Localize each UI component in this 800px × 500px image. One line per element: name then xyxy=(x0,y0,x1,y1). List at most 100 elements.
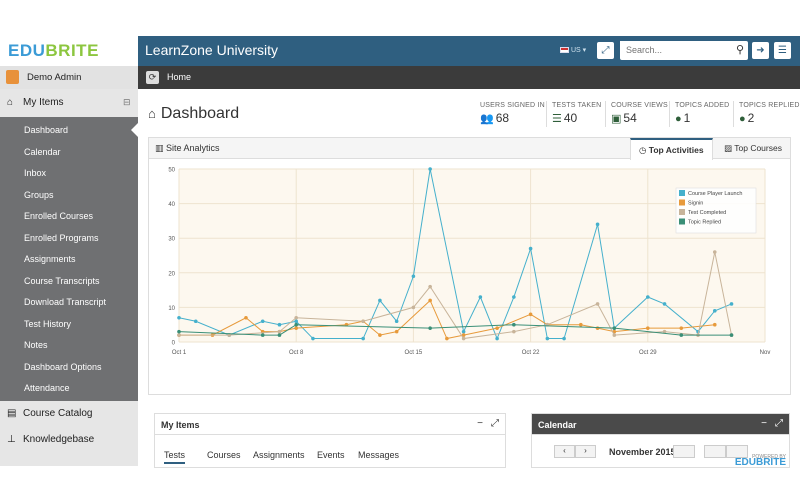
sidebar-item-dashboard-options[interactable]: Dashboard Options xyxy=(24,361,102,372)
breadcrumb-home[interactable]: Home xyxy=(167,72,192,82)
legend-swatch xyxy=(679,209,685,215)
sidebar-item-attendance[interactable]: Attendance xyxy=(24,383,70,393)
stat-value: 2 xyxy=(747,111,755,125)
tab-label: Top Activities xyxy=(648,145,704,155)
user-bar[interactable]: Demo Admin xyxy=(0,66,138,89)
refresh-icon[interactable]: ⟳ xyxy=(146,71,159,84)
data-point xyxy=(712,309,717,313)
stat-topics-added: TOPICS ADDED ● 1 xyxy=(675,102,729,125)
users-icon: 👥 xyxy=(480,113,494,125)
data-point xyxy=(411,274,416,279)
y-tick-label: 0 xyxy=(172,341,176,347)
calendar-view-button[interactable] xyxy=(673,445,695,458)
stat-value: 68 xyxy=(495,111,510,125)
search-box: ⚲ xyxy=(620,41,748,60)
my-items-panel: My Items − ⤢ Tests Courses Assignments E… xyxy=(154,413,506,468)
sidebar-item-calendar[interactable]: Calendar xyxy=(24,146,61,157)
expand-icon[interactable]: ⤢ xyxy=(491,418,499,429)
calendar-view-button[interactable] xyxy=(704,445,726,458)
stat-value-row: ● 1 xyxy=(675,111,729,125)
logout-button[interactable]: ➜ xyxy=(752,42,769,59)
data-point xyxy=(277,322,282,327)
fullscreen-button[interactable]: ⤢ xyxy=(597,42,614,59)
stat-label: TOPICS ADDED xyxy=(675,102,730,109)
home-icon: ⌂ xyxy=(7,97,14,108)
collapse-icon[interactable]: ⊟ xyxy=(123,97,131,107)
expand-icon[interactable]: ⤢ xyxy=(775,418,783,429)
data-point xyxy=(411,305,416,310)
sidebar-item-knowledgebase[interactable]: ⊥ Knowledgebase xyxy=(0,427,138,466)
data-point xyxy=(729,333,734,337)
calendar-view-button[interactable] xyxy=(726,445,748,458)
plot-area xyxy=(179,169,765,342)
panel-title: Calendar xyxy=(538,420,577,430)
sidebar-item-course-catalog[interactable]: ▤ Course Catalog xyxy=(0,401,138,427)
tab-events[interactable]: Events xyxy=(317,450,345,460)
sidebar-item-enrolled-courses[interactable]: Enrolled Courses xyxy=(24,211,94,221)
sidebar: ⌂ My Items ⊟ Dashboard Calendar Inbox Group… xyxy=(0,89,138,466)
minimize-icon[interactable]: − xyxy=(477,418,483,429)
chevron-right-icon: › xyxy=(584,446,587,455)
tab-courses[interactable]: Courses xyxy=(207,450,241,460)
sidebar-item-notes[interactable]: Notes xyxy=(24,340,48,350)
search-icon[interactable]: ⚲ xyxy=(735,44,744,56)
calendar-next-button[interactable]: › xyxy=(575,445,596,458)
stat-value: 54 xyxy=(623,111,637,125)
data-point xyxy=(528,312,533,317)
data-point xyxy=(378,298,382,303)
stat-value: 40 xyxy=(563,111,578,125)
menu-button[interactable]: ☰ xyxy=(774,42,791,59)
sidebar-item-download-transcript[interactable]: Download Transcript xyxy=(24,297,107,307)
data-point xyxy=(545,336,550,341)
data-point xyxy=(193,319,198,324)
data-point xyxy=(646,326,650,330)
legend-label: Signin xyxy=(688,201,703,207)
tab-top-activities[interactable]: ◷ Top Activities xyxy=(630,138,713,160)
sidebar-item-inbox[interactable]: Inbox xyxy=(24,168,47,178)
data-point xyxy=(562,336,566,341)
avatar xyxy=(6,70,19,84)
minimize-icon[interactable]: − xyxy=(761,418,767,429)
data-point xyxy=(428,284,432,289)
data-point xyxy=(712,322,717,327)
data-point xyxy=(260,333,265,337)
data-point xyxy=(461,333,466,337)
edubrite-logo[interactable]: EDUBRITE xyxy=(0,36,138,66)
panel-header: My Items − ⤢ xyxy=(155,414,505,435)
locale-selector[interactable]: US ▾ xyxy=(560,46,586,54)
sidebar-item-enrolled-programs[interactable]: Enrolled Programs xyxy=(24,232,99,243)
stat-value-row: 👥 68 xyxy=(480,111,545,125)
sidebar-item-label: Knowledgebase xyxy=(23,434,95,445)
main-content: ⌂ Dashboard USERS SIGNED IN 👥 68 TESTS TAKEN… xyxy=(138,89,800,468)
data-point xyxy=(679,326,684,330)
panel-title: ▥ Site Analytics xyxy=(155,143,220,154)
tab-top-courses[interactable]: ▨ Top Courses xyxy=(716,138,790,159)
search-input[interactable] xyxy=(620,41,726,58)
sidebar-item-groups[interactable]: Groups xyxy=(24,189,54,200)
data-point xyxy=(177,333,181,337)
data-point xyxy=(294,319,298,324)
stat-label: USERS SIGNED IN xyxy=(480,102,545,109)
sidebar-section-my-items[interactable]: ⌂ My Items ⊟ xyxy=(0,89,138,117)
calendar-prev-button[interactable]: ‹ xyxy=(554,445,575,458)
sidebar-item-dashboard[interactable]: Dashboard xyxy=(24,125,69,135)
list-icon: ☰ xyxy=(552,113,562,125)
sidebar-item-test-history[interactable]: Test History xyxy=(24,318,72,329)
data-point xyxy=(646,295,650,299)
powered-by-edubrite[interactable]: POWERED BY EDUBRITE xyxy=(735,454,786,468)
sidebar-item-assignments[interactable]: Assignments xyxy=(24,254,76,264)
stat-label: COURSE VIEWS xyxy=(611,102,668,109)
tab-assignments[interactable]: Assignments xyxy=(253,450,305,460)
legend-label: Test Completed xyxy=(688,210,726,216)
home-icon: ⌂ xyxy=(148,106,156,121)
data-point xyxy=(512,322,516,327)
series-line xyxy=(178,168,732,340)
tab-messages[interactable]: Messages xyxy=(358,450,400,460)
sidebar-item-course-transcripts[interactable]: Course Transcripts xyxy=(24,275,100,286)
navbar: LearnZone University US ▾ ⤢ ⚲ ➜ ☰ xyxy=(138,36,800,66)
x-tick-label: Oct 1 xyxy=(172,350,187,356)
tab-tests[interactable]: Tests xyxy=(164,450,186,464)
data-point xyxy=(361,319,365,324)
data-point xyxy=(679,333,684,337)
stat-value: 1 xyxy=(683,111,691,125)
